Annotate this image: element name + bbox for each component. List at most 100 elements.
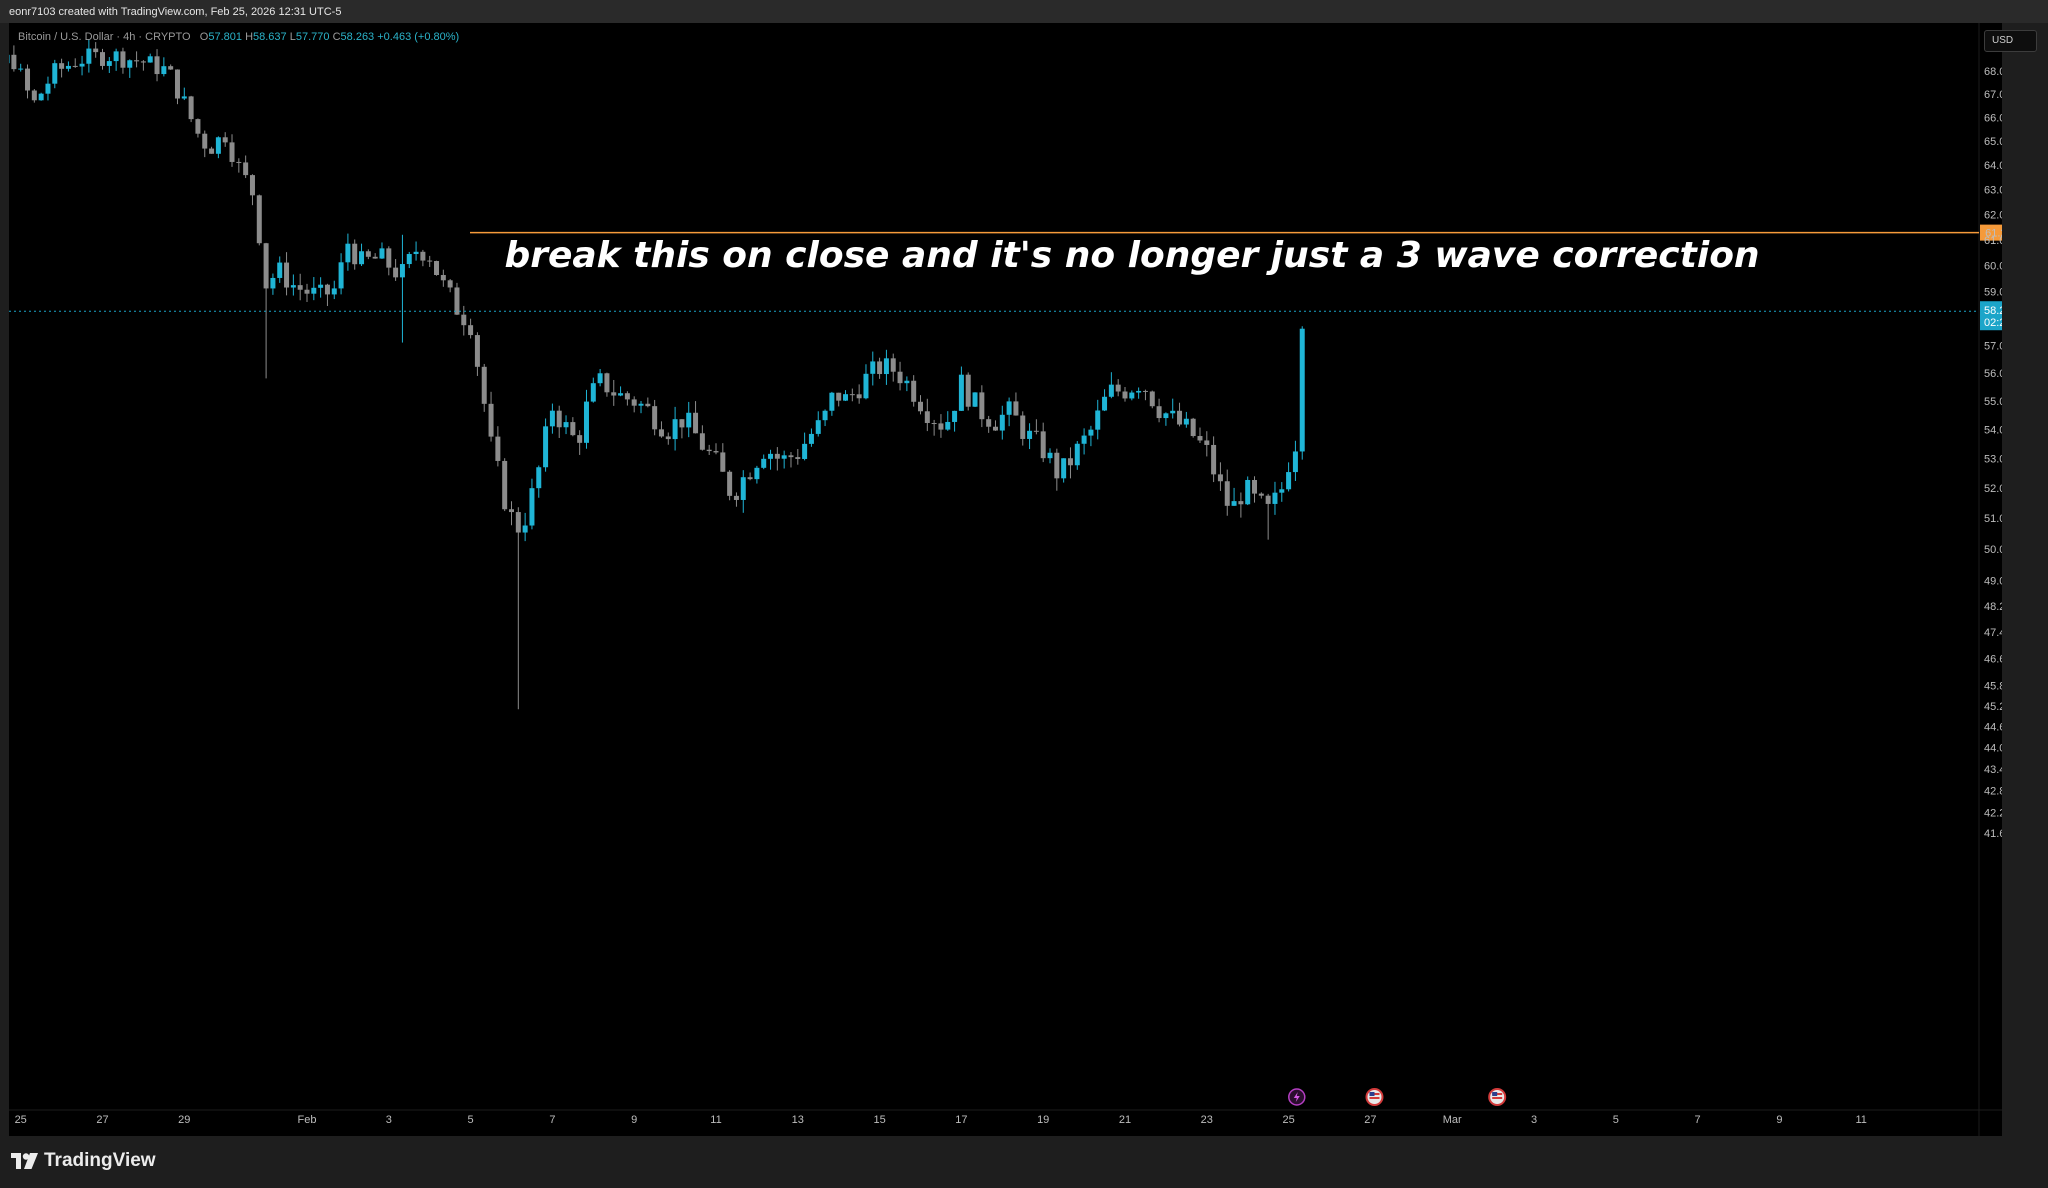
candle-body <box>481 366 487 404</box>
chart-pane[interactable]: 61.28558.26302:28:54 68.00067.00066.0006… <box>9 23 2002 1136</box>
open-label: O <box>199 31 209 43</box>
candle-body <box>590 383 596 402</box>
candle-body <box>461 314 467 326</box>
candle-body <box>1136 390 1142 393</box>
candle-body <box>1067 458 1073 466</box>
low-value: 57.770 <box>295 31 330 43</box>
candle-body <box>754 467 760 480</box>
candle-body <box>1258 493 1264 496</box>
candle-body <box>965 374 971 407</box>
candle-body <box>277 262 283 278</box>
candle-body <box>168 66 174 70</box>
candle-body <box>904 380 910 384</box>
candle-body <box>468 325 474 336</box>
candle-body <box>577 435 583 443</box>
price-tick-label: 46.600 <box>1984 653 2002 665</box>
candle-body <box>543 426 549 468</box>
us-flag-icon[interactable] <box>1488 1088 1507 1106</box>
price-tick-label: 62.000 <box>1984 210 2002 222</box>
candle-body <box>1040 431 1046 459</box>
candle-body <box>140 61 146 63</box>
candle-body <box>877 361 883 375</box>
price-tick-label: 59.000 <box>1984 287 2002 299</box>
candle-body <box>72 65 78 67</box>
candle-body <box>1286 472 1292 490</box>
candle-body <box>924 411 930 424</box>
candle-body <box>1163 413 1169 419</box>
candle-body <box>59 63 65 69</box>
time-tick-label: 7 <box>549 1114 555 1126</box>
candle-body <box>856 394 862 399</box>
candle-body <box>761 458 767 468</box>
time-tick-label: 9 <box>631 1114 637 1126</box>
resistance-price-label: 61.285 <box>1985 228 2002 240</box>
price-tick-label: 56.000 <box>1984 368 2002 380</box>
price-tick-label: 61.000 <box>1984 235 2002 247</box>
candle-body <box>174 69 180 99</box>
price-tick-label: 67.000 <box>1984 89 2002 101</box>
high-label: H <box>245 31 254 43</box>
candle-body <box>1156 406 1162 419</box>
candle-body <box>338 262 344 289</box>
candle-body <box>25 68 31 91</box>
candle-body <box>120 51 126 68</box>
candle-body <box>229 142 235 162</box>
candle-body <box>1081 435 1087 444</box>
attribution-bar: eonr7103 created with TradingView.com, F… <box>0 0 2048 23</box>
candle-body <box>413 251 419 255</box>
last-price-tag <box>1980 301 2002 331</box>
price-tick-label: 53.000 <box>1984 453 2002 465</box>
candle-body <box>822 410 828 421</box>
candle-body <box>795 457 801 459</box>
annotation-text[interactable]: break this on close and it's no longer j… <box>504 235 1759 276</box>
candle-body <box>1013 401 1019 416</box>
price-tick-label: 65.000 <box>1984 136 2002 148</box>
candle-body <box>931 423 937 425</box>
lightning-icon[interactable] <box>1288 1088 1306 1106</box>
candle-body <box>434 261 440 276</box>
time-tick-label: 11 <box>1855 1114 1866 1126</box>
candle-body <box>863 373 869 399</box>
candle-body <box>502 460 508 510</box>
time-axis[interactable]: 23252729Feb3579111315171921232527Mar3579… <box>9 1114 1867 1126</box>
candle-body <box>11 54 17 70</box>
candle-body <box>38 93 44 101</box>
candle-body <box>1108 384 1114 397</box>
levels-layer: 61.285 58.26302:28:54 <box>9 224 2002 331</box>
candle-body <box>195 119 201 134</box>
candle-body <box>236 161 242 163</box>
candle-body <box>440 275 446 281</box>
candle-body <box>570 422 576 436</box>
candle-body <box>1231 501 1237 506</box>
price-tick-label: 45.800 <box>1984 680 2002 692</box>
candle-body <box>31 90 37 101</box>
candle-body <box>1115 384 1121 392</box>
candle-body <box>536 467 542 489</box>
candle-body <box>1197 436 1203 441</box>
price-tick-label: 57.000 <box>1984 340 2002 352</box>
candle-body <box>624 393 630 400</box>
close-value: 58.263 <box>340 31 375 43</box>
candle-body <box>304 289 310 294</box>
price-tick-label: 63.000 <box>1984 185 2002 197</box>
candle-body <box>161 66 167 75</box>
candle-body <box>1183 418 1189 425</box>
candle-body <box>127 60 133 68</box>
candle-body <box>1122 391 1128 399</box>
candle-body <box>1088 429 1094 436</box>
candle-body <box>1129 392 1135 399</box>
close-label: C <box>332 31 341 43</box>
candle-body <box>720 452 726 472</box>
candle-body <box>1279 489 1285 493</box>
tradingview-logo[interactable]: TradingView <box>11 1148 156 1174</box>
candle-body <box>631 399 637 406</box>
change-value: +0.463 (+0.80%) <box>377 31 460 43</box>
price-axis[interactable]: 68.000 67.000 66.000 65.000 64.000 63.000 62.0… <box>1984 66 2002 840</box>
price-tick-label: 44.600 <box>1984 722 2002 734</box>
candle-body <box>474 335 480 367</box>
us-flag-icon[interactable] <box>1365 1088 1384 1106</box>
candle-body <box>1204 440 1210 445</box>
candle-body <box>1238 501 1244 505</box>
price-chart[interactable]: 61.28558.26302:28:54 68.00067.00066.0006… <box>9 23 2002 1136</box>
currency-button[interactable]: USD <box>1984 30 2037 52</box>
